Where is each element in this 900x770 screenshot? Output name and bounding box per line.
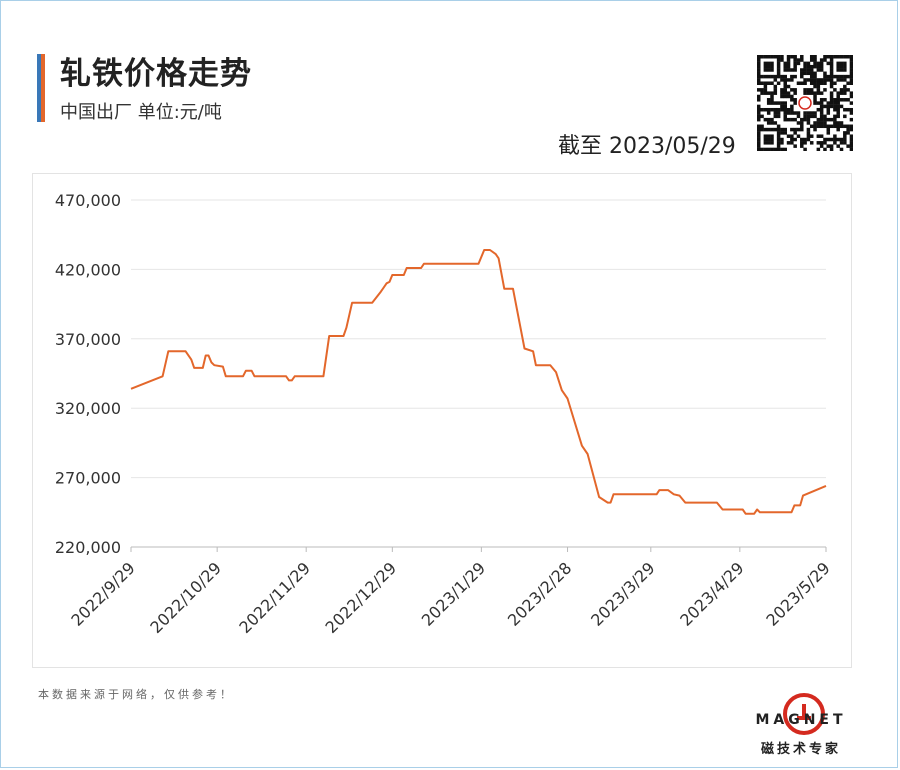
y-tick-label: 470,000 <box>55 191 121 210</box>
y-tick-label: 270,000 <box>55 469 121 488</box>
x-tick-label: 2022/11/29 <box>235 558 314 637</box>
x-tick-label: 2023/4/29 <box>676 558 747 629</box>
qr-code-icon <box>757 55 853 151</box>
line-chart: 220,000 270,000 320,000 370,000 420,000 470,0… <box>55 191 834 637</box>
y-tick-label: 320,000 <box>55 399 121 418</box>
y-tick-label: 370,000 <box>55 330 121 349</box>
source-note: 本数据来源于网络，仅供参考！ <box>38 688 234 701</box>
brand-logo: MAGNET 磁技术专家 <box>748 690 854 760</box>
page-title: 轧铁价格走势 <box>60 56 252 92</box>
logo-subtitle: 磁技术专家 <box>760 742 841 757</box>
as-of-date: 截至 2023/05/29 <box>558 134 736 159</box>
chart-panel: 220,000 270,000 320,000 370,000 420,000 470,0… <box>32 173 852 668</box>
x-tick-label: 2022/10/29 <box>146 558 225 637</box>
x-tick-label: 2023/3/29 <box>587 558 658 629</box>
x-tick-label: 2023/2/28 <box>504 558 575 629</box>
x-tick-label: 2022/12/29 <box>322 558 401 637</box>
logo-word: MAGNET <box>755 712 847 728</box>
x-tick-label: 2023/1/29 <box>418 558 489 629</box>
x-tick-label: 2022/9/29 <box>67 558 138 629</box>
y-tick-label: 420,000 <box>55 260 121 279</box>
series-line <box>130 249 827 515</box>
x-tick-label: 2023/5/29 <box>762 558 833 629</box>
page-subtitle: 中国出厂 单位:元/吨 <box>60 102 222 123</box>
title-accent-bar <box>37 54 45 122</box>
y-tick-label: 220,000 <box>55 538 121 557</box>
magnet-logo-icon <box>783 693 825 735</box>
